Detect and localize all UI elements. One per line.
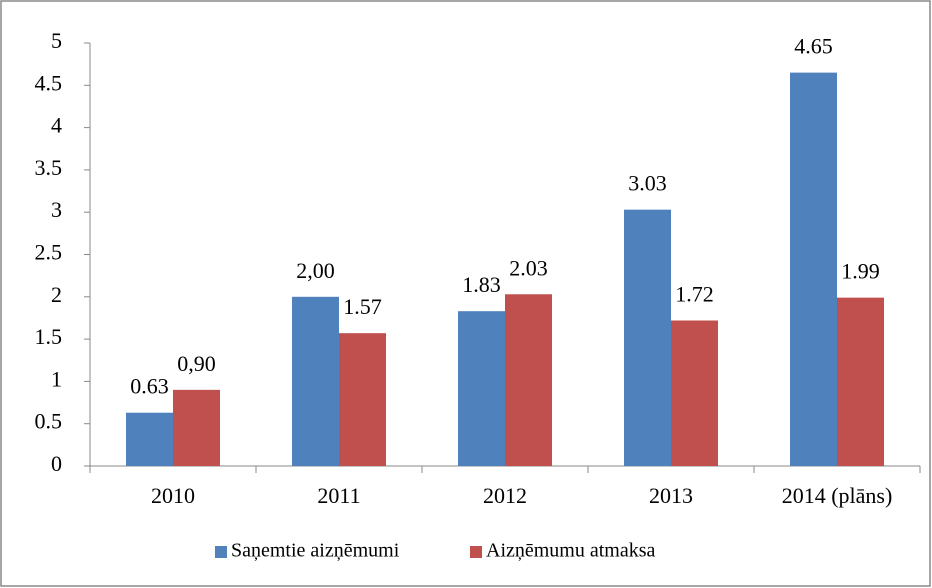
legend-swatch [215, 546, 227, 558]
y-tick-label: 3.5 [35, 155, 63, 180]
value-label: 0.63 [130, 374, 169, 399]
y-tick-label: 0 [51, 451, 62, 476]
x-tick-label: 2012 [483, 483, 527, 508]
bar [458, 311, 505, 466]
bar [339, 333, 386, 466]
y-tick-label: 5 [51, 28, 62, 53]
y-tick-label: 3 [51, 197, 62, 222]
y-tick-label: 2.5 [35, 240, 63, 265]
value-label: 2.03 [509, 255, 548, 280]
value-label: 3.03 [628, 171, 667, 196]
x-tick-label: 2011 [317, 483, 360, 508]
y-tick-label: 1 [51, 366, 62, 391]
bar [790, 72, 837, 467]
value-label: 1.99 [841, 259, 880, 284]
legend-label: Saņemtie aizņēmumi [231, 540, 400, 562]
value-label: 1.72 [675, 282, 714, 307]
y-tick-label: 2 [51, 282, 62, 307]
legend-label: Aizņēmumu atmaksa [486, 540, 656, 562]
bar [671, 320, 718, 466]
y-tick-label: 4.5 [35, 70, 63, 95]
x-tick-label: 2010 [151, 483, 195, 508]
bar [173, 389, 220, 466]
bar [505, 294, 552, 466]
legend-swatch [470, 546, 482, 558]
x-tick-label: 2014 (plāns) [782, 483, 893, 508]
bar [292, 296, 339, 466]
value-label: 2,00 [296, 258, 335, 283]
y-tick-label: 4 [51, 113, 62, 138]
x-tick-label: 2013 [649, 483, 693, 508]
bar [126, 412, 173, 466]
value-label: 1.57 [343, 294, 382, 319]
bar [837, 297, 884, 466]
y-tick-label: 0.5 [35, 409, 63, 434]
value-label: 0,90 [177, 351, 216, 376]
value-label: 4.65 [794, 34, 833, 59]
value-label: 1.83 [462, 272, 501, 297]
y-tick-label: 1.5 [35, 324, 63, 349]
bar [624, 209, 671, 467]
